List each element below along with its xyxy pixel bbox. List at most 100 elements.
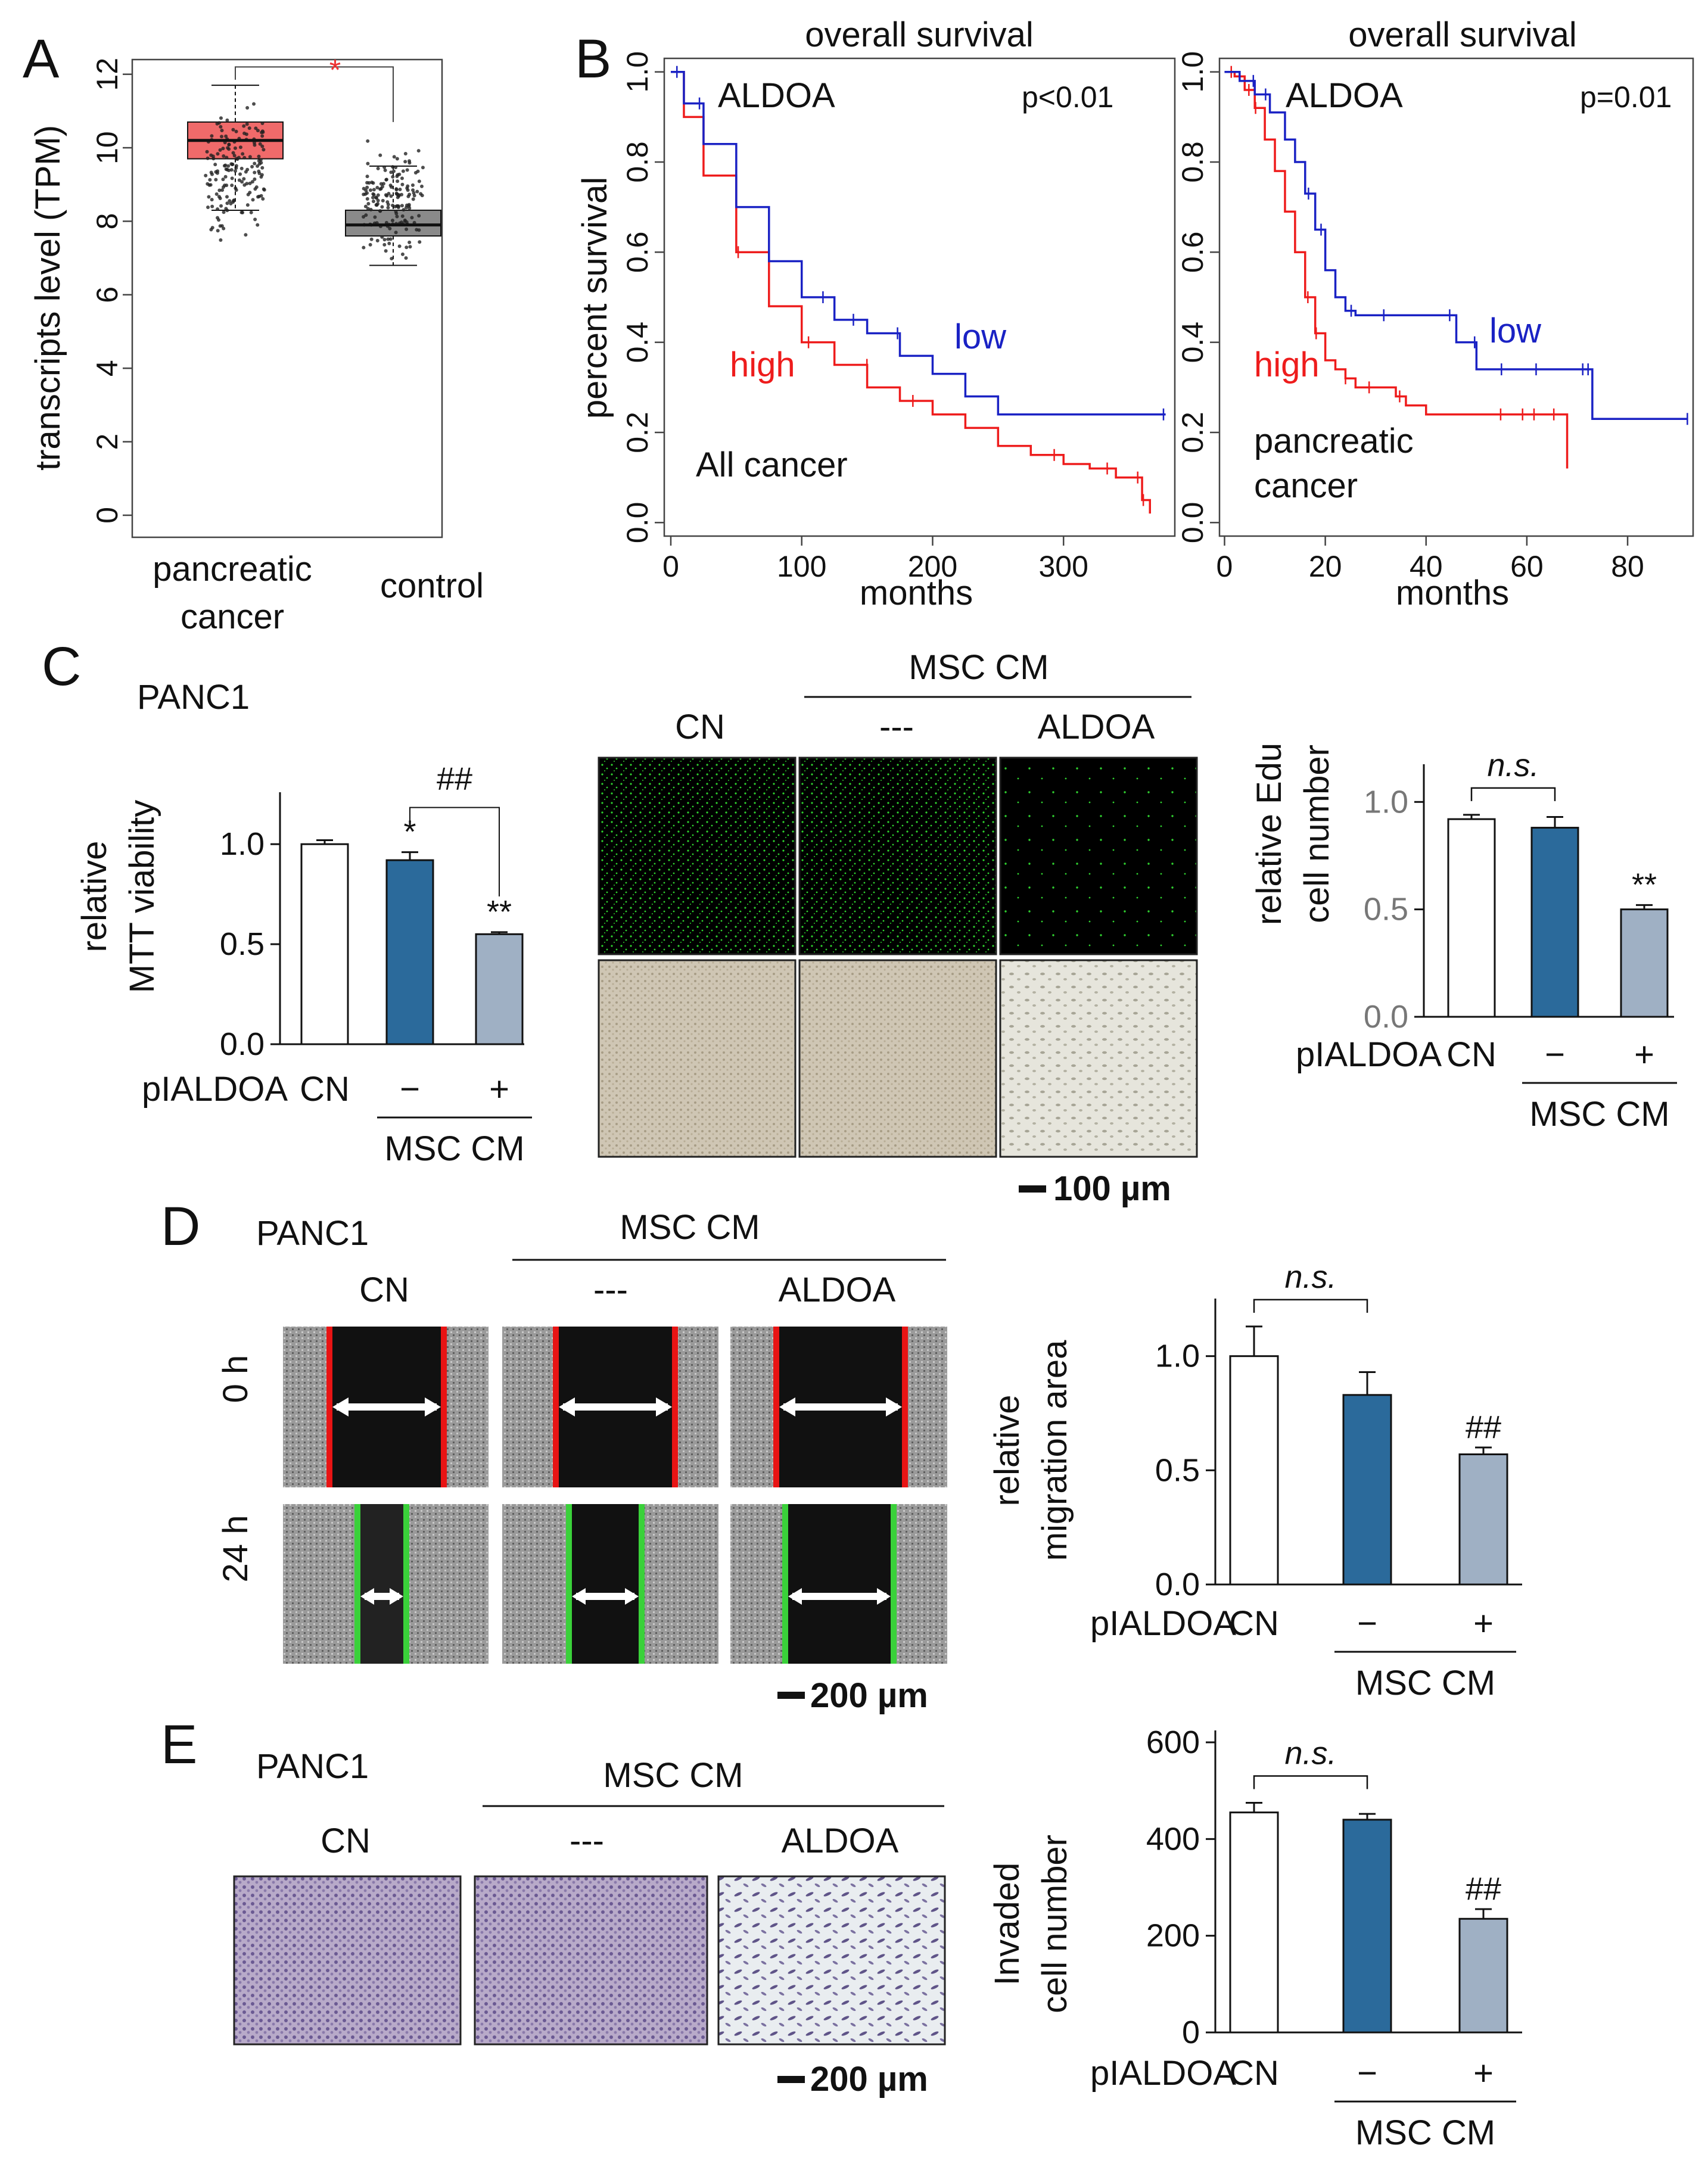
panel-c-col-vehicle: --- (879, 708, 914, 746)
box-body (345, 209, 441, 237)
panel-e: PANC1 MSC CM CN --- ALDOA 200 µm 0 200 400… (233, 1724, 1522, 2152)
x-tick-label: 80 (1611, 550, 1644, 583)
bar-label-above: ## (1466, 1871, 1501, 1907)
panel-d-col-cn: CN (359, 1271, 409, 1309)
sample-point (242, 177, 246, 181)
sample-point (210, 198, 214, 202)
bar-− (385, 859, 434, 1045)
sample-point (375, 185, 379, 189)
panel-b-left-high-label: high (730, 345, 795, 384)
y-tick-label: 0 (91, 507, 124, 524)
panel-e-scale-label: 200 µm (810, 2060, 928, 2099)
sample-point (242, 155, 247, 160)
sample-point (403, 152, 407, 156)
sample-point (238, 172, 242, 176)
sample-point (369, 188, 373, 192)
sample-point (249, 210, 253, 214)
panel-letter-c: C (42, 636, 81, 697)
sample-point (217, 188, 222, 192)
panel-c-cell-line: PANC1 (137, 678, 250, 717)
sample-point (256, 129, 260, 133)
sample-point (371, 195, 375, 200)
panel-a-plot: * (187, 53, 441, 266)
sample-point (222, 226, 226, 231)
sample-point (245, 106, 250, 110)
survival-curve-low (670, 70, 1166, 416)
sample-point (248, 181, 252, 185)
sample-point (226, 146, 230, 150)
comparison-label: n.s. (1284, 1735, 1336, 1771)
sample-point (227, 142, 231, 147)
sample-point (410, 183, 415, 187)
panel-a-category-1-line2: cancer (181, 597, 284, 636)
sample-point (367, 180, 371, 185)
sample-point (384, 249, 388, 253)
sample-point (394, 210, 398, 214)
bar-CN (1447, 818, 1496, 1018)
panel-letter-a: A (23, 29, 60, 89)
sample-point (253, 217, 257, 222)
sample-point (219, 204, 223, 208)
panel-e-cell-line: PANC1 (256, 1747, 369, 1786)
bar-CN (1229, 1355, 1279, 1586)
sample-point (383, 168, 387, 172)
bar-− (1530, 827, 1579, 1018)
sample-point (388, 226, 392, 231)
bar-− (1342, 1819, 1392, 2034)
sample-point (386, 237, 390, 241)
sample-point (380, 205, 384, 209)
sample-point (208, 178, 212, 182)
treatment-minus: − (1357, 1604, 1377, 1643)
invasion-image-cn (233, 1875, 462, 2046)
sample-point (405, 168, 409, 172)
sample-point (227, 168, 231, 172)
sample-point (419, 184, 424, 188)
sample-point (218, 148, 222, 152)
sample-point (395, 157, 399, 161)
edu-image-aldoa (999, 756, 1198, 955)
y-tick-label: 10 (91, 131, 124, 164)
sample-point (389, 185, 393, 189)
sample-point (224, 134, 228, 138)
y-tick-label: 0.4 (1176, 322, 1209, 363)
sample-point (396, 195, 400, 200)
panel-d-col-aldoa: ALDOA (779, 1271, 896, 1309)
panel-a-category-1-line1: pancreatic (153, 550, 312, 589)
x-tick-label: 0 (1217, 550, 1233, 583)
sample-point (223, 163, 228, 167)
y-tick-label: 0.6 (1176, 232, 1209, 273)
sample-point (261, 197, 265, 201)
sample-point (221, 147, 225, 151)
panel-e-images-group: MSC CM (603, 1756, 743, 1795)
bar-− (1342, 1394, 1392, 1586)
sample-point (250, 164, 254, 169)
sample-point (244, 233, 248, 237)
y-tick-label: 12 (91, 58, 124, 91)
sample-point (222, 210, 226, 214)
bar-label-above: * (403, 814, 416, 850)
treatment-group-label: MSC CM (384, 1129, 524, 1168)
treatment-cn: CN (1446, 1035, 1497, 1074)
panel-e-ylabel-line1: Invaded (988, 1863, 1026, 1985)
sample-point (239, 210, 244, 214)
sample-point (231, 127, 235, 132)
sample-point (257, 172, 262, 176)
panel-d-col-vehicle: --- (593, 1271, 628, 1309)
sample-point (407, 192, 412, 197)
sample-point (370, 180, 374, 185)
sample-point (209, 153, 213, 157)
sample-point (362, 215, 366, 219)
sample-point (419, 192, 423, 196)
survival-curve-high (670, 70, 1151, 514)
sample-point (213, 163, 217, 167)
sample-point (231, 200, 235, 204)
sample-point (376, 193, 380, 197)
treatment-plus: + (1634, 1035, 1654, 1074)
box-1 (187, 85, 284, 242)
comparison-label: ## (437, 761, 472, 797)
sample-point (223, 175, 228, 179)
x-tick-label: 100 (777, 550, 826, 583)
sample-point (365, 185, 369, 189)
